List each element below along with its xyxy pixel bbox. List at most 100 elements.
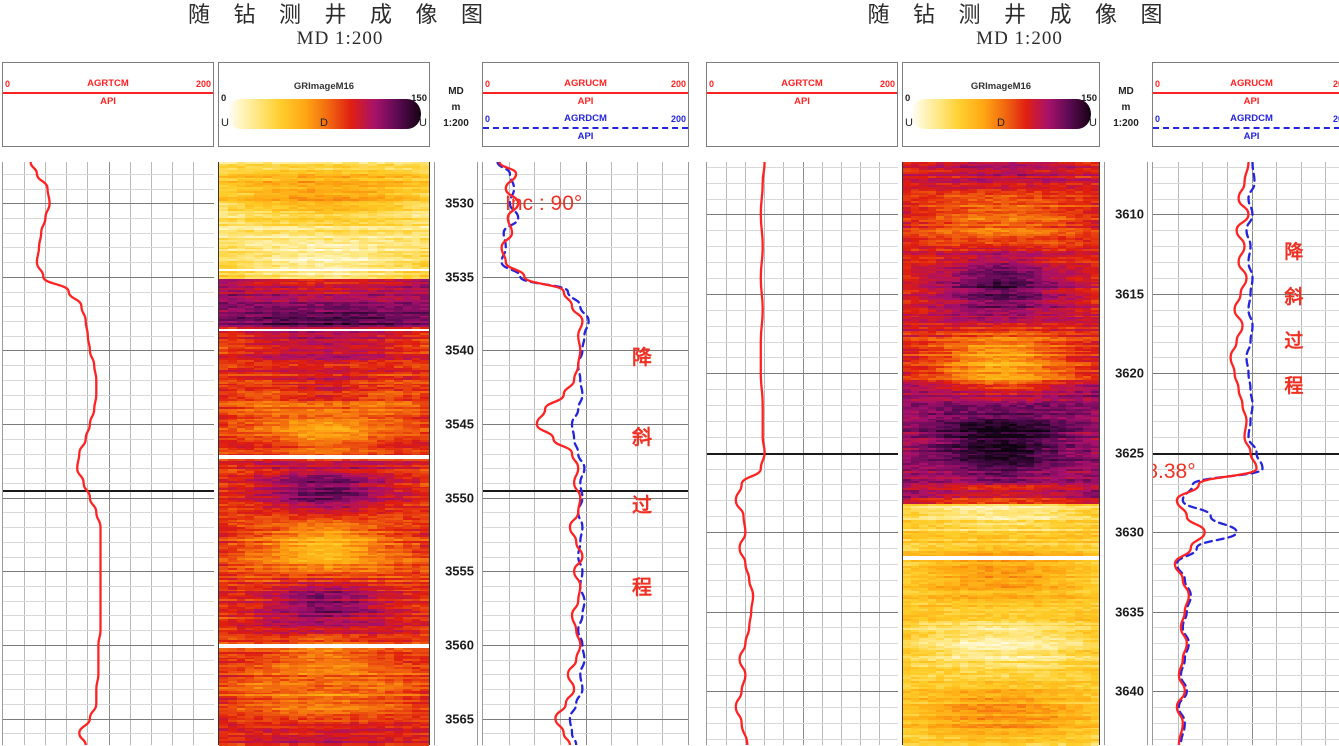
image-cell bbox=[315, 404, 324, 408]
image-cell bbox=[332, 313, 342, 317]
image-cell bbox=[385, 212, 394, 216]
image-cell bbox=[394, 187, 403, 190]
image-cell bbox=[227, 177, 237, 181]
image-cell bbox=[219, 379, 228, 383]
image-cell bbox=[271, 214, 281, 217]
image-cell bbox=[394, 239, 403, 243]
image-cell bbox=[227, 336, 237, 340]
image-cell bbox=[271, 270, 281, 274]
image-cell bbox=[394, 272, 403, 276]
image-cell bbox=[402, 288, 412, 291]
image-cell bbox=[271, 175, 281, 179]
image-cell bbox=[350, 187, 359, 190]
image-cell bbox=[341, 264, 351, 268]
image-cell bbox=[236, 171, 246, 175]
image-cell bbox=[271, 259, 281, 262]
image-cell bbox=[411, 216, 421, 219]
image-cell bbox=[332, 282, 342, 286]
image-cell bbox=[262, 200, 272, 204]
image-cell bbox=[420, 377, 429, 381]
image-cell bbox=[324, 198, 333, 202]
image-cell bbox=[227, 371, 237, 375]
image-cell bbox=[227, 255, 237, 258]
image-cell bbox=[350, 344, 359, 348]
image-cell bbox=[219, 309, 228, 313]
image-cell bbox=[254, 167, 263, 171]
image-cell bbox=[411, 230, 421, 233]
image-cell bbox=[394, 175, 403, 179]
image-cell bbox=[324, 298, 333, 301]
image-cell bbox=[236, 189, 246, 192]
image-cell bbox=[280, 397, 289, 400]
image-cell bbox=[262, 253, 272, 256]
image-cell bbox=[271, 364, 281, 367]
image-cell bbox=[227, 230, 237, 233]
image-cell bbox=[411, 354, 421, 357]
image-cell bbox=[271, 204, 281, 208]
image-cell bbox=[420, 305, 429, 309]
image-cell bbox=[420, 231, 429, 235]
image-cell bbox=[227, 212, 237, 216]
image-cell bbox=[324, 387, 333, 390]
image-cell bbox=[402, 301, 412, 305]
image-cell bbox=[341, 163, 351, 167]
image-cell bbox=[271, 294, 281, 297]
image-row bbox=[219, 315, 429, 319]
image-cell bbox=[332, 367, 342, 371]
image-cell bbox=[332, 336, 342, 340]
image-cell bbox=[280, 247, 289, 251]
image-cell bbox=[376, 249, 386, 252]
image-row bbox=[219, 245, 429, 249]
image-cell bbox=[280, 307, 289, 311]
image-cell bbox=[350, 179, 359, 183]
image-cell bbox=[411, 364, 421, 367]
image-cell bbox=[411, 278, 421, 282]
image-cell bbox=[350, 358, 359, 361]
image-cell bbox=[359, 333, 368, 336]
image-cell bbox=[385, 261, 394, 264]
image-cell bbox=[367, 237, 377, 241]
image-cell bbox=[394, 264, 403, 268]
image-cell bbox=[411, 224, 421, 227]
image-cell bbox=[271, 276, 281, 280]
image-cell bbox=[341, 410, 351, 414]
image-cell bbox=[227, 294, 237, 297]
image-cell bbox=[411, 373, 421, 377]
image-cell bbox=[297, 333, 307, 336]
image-cell bbox=[262, 226, 272, 229]
image-cell bbox=[297, 366, 307, 369]
image-cell bbox=[385, 321, 394, 324]
image-cell bbox=[350, 383, 359, 387]
image-cell bbox=[280, 177, 289, 181]
image-cell bbox=[341, 257, 351, 260]
image-cell bbox=[385, 222, 394, 225]
image-cell bbox=[367, 366, 377, 369]
image-cell bbox=[402, 296, 412, 299]
image-row bbox=[219, 216, 429, 219]
image-cell bbox=[297, 402, 307, 406]
image-cell bbox=[236, 169, 246, 173]
image-cell bbox=[245, 373, 254, 377]
image-cell bbox=[245, 364, 254, 367]
image-cell bbox=[236, 208, 246, 212]
image-cell bbox=[280, 366, 289, 369]
image-cell bbox=[332, 175, 342, 179]
image-cell bbox=[306, 369, 316, 373]
image-cell bbox=[350, 290, 359, 293]
image-row bbox=[219, 286, 429, 289]
image-cell bbox=[271, 377, 281, 381]
image-cell bbox=[341, 327, 351, 330]
image-cell bbox=[367, 360, 377, 363]
image-cell bbox=[350, 167, 359, 171]
image-cell bbox=[359, 165, 368, 169]
image-cell bbox=[367, 272, 377, 276]
image-cell bbox=[245, 292, 254, 295]
image-cell bbox=[324, 173, 333, 177]
image-cell bbox=[376, 362, 386, 365]
image-cell bbox=[359, 377, 368, 381]
image-cell bbox=[289, 288, 298, 291]
image-cell bbox=[280, 276, 289, 280]
image-row bbox=[219, 261, 429, 264]
image-cell bbox=[359, 169, 368, 173]
image-cell bbox=[420, 303, 429, 307]
